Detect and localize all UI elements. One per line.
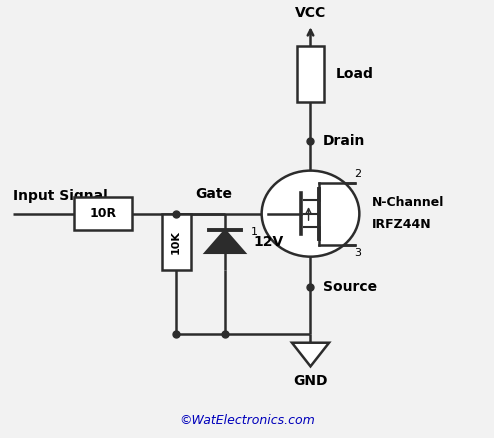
Text: 10R: 10R: [89, 207, 117, 220]
Text: Gate: Gate: [196, 187, 233, 201]
Bar: [162, 214, 191, 269]
Text: Input Signal: Input Signal: [12, 189, 107, 203]
Polygon shape: [206, 230, 245, 253]
Text: N-Channel: N-Channel: [371, 196, 444, 209]
Bar: [297, 46, 324, 102]
Text: 1: 1: [251, 226, 258, 237]
Text: IRFZ44N: IRFZ44N: [371, 218, 431, 231]
Text: Load: Load: [336, 67, 374, 81]
Polygon shape: [292, 343, 329, 366]
Text: 12V: 12V: [253, 235, 284, 249]
Text: ©WatElectronics.com: ©WatElectronics.com: [179, 413, 315, 427]
Bar: [74, 197, 132, 230]
Text: 2: 2: [355, 169, 362, 179]
Circle shape: [262, 171, 359, 257]
Text: VCC: VCC: [295, 6, 326, 20]
Text: Source: Source: [323, 280, 377, 294]
Text: 3: 3: [355, 248, 362, 258]
Text: Drain: Drain: [323, 134, 365, 148]
Text: 10K: 10K: [171, 230, 181, 254]
Text: GND: GND: [293, 374, 328, 388]
